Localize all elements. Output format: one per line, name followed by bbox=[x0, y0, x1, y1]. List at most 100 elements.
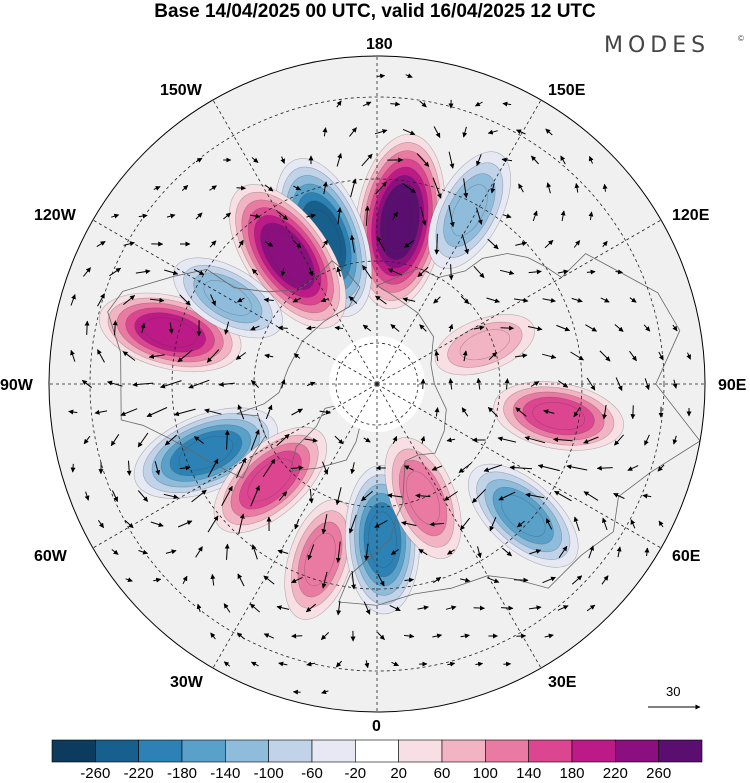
wind-vector bbox=[490, 182, 496, 194]
wind-vector bbox=[672, 379, 678, 389]
wind-vector bbox=[500, 325, 514, 331]
wind-vector bbox=[629, 297, 637, 303]
wind-vector bbox=[375, 295, 387, 305]
chart-title: Base 14/04/2025 00 UTC, valid 16/04/2025… bbox=[154, 1, 596, 22]
anomaly-contour bbox=[304, 532, 336, 587]
wind-vector bbox=[630, 519, 636, 529]
wind-vector bbox=[401, 520, 417, 527]
wind-vector bbox=[573, 406, 581, 418]
wind-vector bbox=[515, 407, 527, 417]
wind-vector bbox=[146, 407, 168, 417]
wind-vector bbox=[527, 326, 543, 332]
wind-vector bbox=[124, 519, 134, 529]
wind-vector bbox=[350, 178, 357, 198]
wind-vector bbox=[280, 156, 285, 164]
wind-vector bbox=[558, 545, 568, 558]
wind-vector bbox=[237, 297, 245, 303]
colorbar-box bbox=[658, 739, 703, 763]
anomaly-contour bbox=[178, 435, 234, 471]
brand-logo: MODES bbox=[604, 33, 711, 58]
wind-vector bbox=[630, 405, 636, 420]
wind-vector bbox=[498, 491, 516, 501]
wind-vector bbox=[224, 543, 230, 560]
wind-vector bbox=[420, 435, 426, 444]
wind-vector bbox=[486, 297, 500, 304]
anomaly-contour bbox=[532, 402, 585, 431]
wind-vector bbox=[448, 323, 454, 332]
wind-vector bbox=[377, 73, 386, 79]
graticule bbox=[49, 56, 705, 712]
wind-vector bbox=[627, 465, 639, 471]
wind-vector bbox=[111, 549, 119, 555]
colorbar-tick-label: 100 bbox=[472, 765, 498, 782]
wind-vector bbox=[249, 213, 261, 219]
wind-vector bbox=[195, 212, 203, 220]
wind-vector bbox=[126, 460, 132, 476]
wind-vector bbox=[387, 493, 403, 499]
wind-vector bbox=[291, 408, 303, 416]
wind-vector bbox=[586, 269, 596, 275]
wind-vector bbox=[560, 210, 566, 222]
lon-label-120e: 120E bbox=[672, 207, 710, 224]
coastline-3 bbox=[338, 285, 447, 603]
lon-label-150e: 150E bbox=[548, 82, 586, 99]
wind-vector bbox=[392, 211, 398, 221]
wind-vector bbox=[223, 603, 231, 613]
wind-vector bbox=[434, 233, 440, 255]
meridian bbox=[376, 199, 697, 385]
wind-vector bbox=[135, 269, 151, 275]
wind-vector bbox=[658, 351, 664, 361]
wind-vector bbox=[472, 488, 486, 504]
wind-vector bbox=[525, 492, 545, 499]
wind-vector bbox=[70, 463, 76, 473]
wind-vector bbox=[206, 349, 220, 363]
wind-vector bbox=[364, 205, 370, 226]
wind-vector bbox=[405, 73, 413, 78]
wind-vector bbox=[644, 378, 650, 391]
wind-vector bbox=[463, 178, 469, 199]
wind-vector bbox=[305, 603, 317, 613]
wind-vector bbox=[120, 408, 138, 416]
wind-vector bbox=[209, 185, 217, 191]
wind-vector bbox=[221, 485, 233, 506]
wind-vector bbox=[137, 490, 149, 502]
wind-vector bbox=[497, 436, 517, 443]
wind-vector bbox=[218, 381, 235, 387]
colorbar-box bbox=[51, 739, 96, 763]
meridian bbox=[376, 383, 697, 569]
wind-vector bbox=[644, 434, 650, 446]
wind-vector bbox=[235, 352, 247, 360]
wind-vector bbox=[94, 409, 108, 415]
wind-vector bbox=[531, 155, 539, 165]
colorbar-box bbox=[225, 739, 269, 763]
wind-vector bbox=[251, 268, 259, 276]
wind-vector bbox=[83, 267, 91, 277]
wind-vector bbox=[335, 660, 343, 668]
wind-vector bbox=[238, 513, 245, 535]
wind-vector bbox=[402, 128, 416, 136]
wind-vector bbox=[376, 236, 386, 252]
wind-vector bbox=[319, 409, 331, 415]
wind-vector bbox=[390, 101, 401, 107]
wind-vector bbox=[420, 206, 427, 226]
wind-vector bbox=[308, 267, 314, 277]
wind-vector bbox=[571, 297, 583, 303]
wind-vector bbox=[265, 404, 273, 420]
wind-vector bbox=[570, 351, 584, 361]
colorbar-box bbox=[441, 739, 486, 763]
wind-vector bbox=[263, 633, 275, 639]
wind-vector bbox=[97, 520, 105, 529]
wind-vector bbox=[111, 213, 120, 219]
wind-vector bbox=[165, 549, 177, 555]
wind-vector bbox=[166, 213, 176, 219]
wind-vector bbox=[195, 157, 203, 163]
wind-vector bbox=[164, 434, 178, 446]
wind-vector bbox=[194, 436, 204, 444]
wind-vector bbox=[566, 464, 588, 471]
wind-vector bbox=[224, 321, 230, 335]
wind-vector bbox=[251, 157, 259, 163]
wind-vector bbox=[210, 294, 216, 306]
wind-vector bbox=[278, 661, 288, 667]
wind-vector bbox=[209, 240, 217, 248]
wind-vector bbox=[476, 546, 482, 559]
